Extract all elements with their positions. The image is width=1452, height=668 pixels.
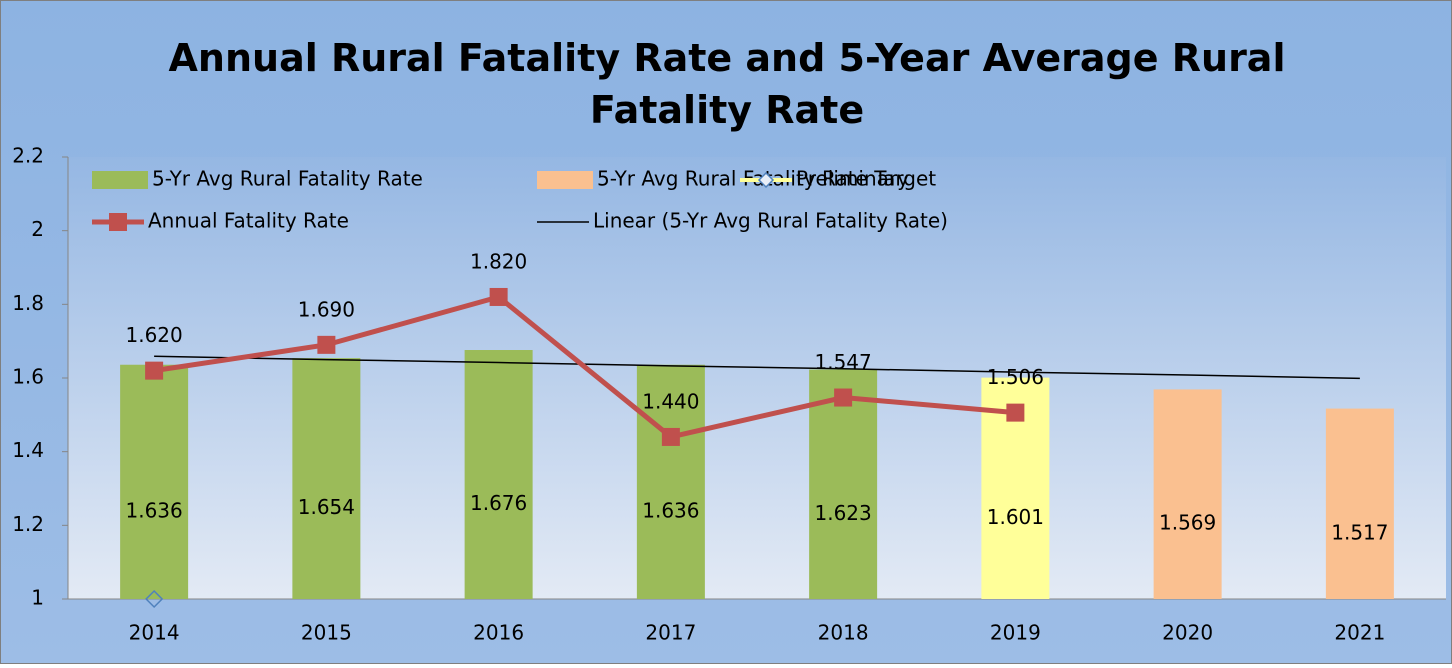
line <box>153 294 1016 440</box>
marker <box>317 335 336 354</box>
legend-marker <box>109 213 127 231</box>
data-label: 1.506 <box>987 365 1044 389</box>
bar <box>292 358 361 599</box>
bar <box>809 369 878 599</box>
legend-swatch <box>92 171 148 189</box>
y-tick-label: 2.2 <box>12 144 44 168</box>
legend-marker <box>757 171 775 189</box>
data-label: 1.601 <box>987 505 1044 529</box>
trend-line <box>154 355 1360 380</box>
data-label: 1.636 <box>125 498 182 522</box>
legend-swatch <box>537 171 593 189</box>
marker <box>489 287 508 306</box>
bar <box>120 364 189 599</box>
legend-label: Linear (5-Yr Avg Rural Fatality Rate) <box>593 209 948 233</box>
legend-label: Preliminary <box>796 167 909 191</box>
bar <box>464 350 533 599</box>
data-label: 1.636 <box>642 498 699 522</box>
data-label: 1.620 <box>125 323 182 347</box>
data-label: 1.820 <box>470 249 527 273</box>
x-tick-label: 2019 <box>990 621 1041 645</box>
data-label: 1.440 <box>642 389 699 413</box>
bar <box>636 364 705 599</box>
legend-label: Annual Fatality Rate <box>148 209 349 233</box>
x-tick-label: 2021 <box>1334 621 1385 645</box>
x-tick-label: 2020 <box>1162 621 1213 645</box>
marker <box>145 361 164 380</box>
marker <box>1006 403 1025 422</box>
chart-title: Annual Rural Fatality Rate and 5-Year Av… <box>169 36 1286 132</box>
y-tick-label: 1.2 <box>12 512 44 536</box>
data-label: 1.623 <box>814 501 871 525</box>
y-tick-label: 1.4 <box>12 438 44 462</box>
y-tick-label: 1.6 <box>12 365 44 389</box>
marker <box>661 427 680 446</box>
data-label: 1.690 <box>298 297 355 321</box>
x-tick-label: 2017 <box>645 621 696 645</box>
data-label: 1.517 <box>1331 520 1388 544</box>
x-tick-label: 2014 <box>129 621 180 645</box>
x-tick-label: 2016 <box>473 621 524 645</box>
bar <box>1325 408 1394 599</box>
y-tick-label: 1 <box>31 586 44 610</box>
marker <box>145 589 164 609</box>
x-tick-label: 2015 <box>301 621 352 645</box>
y-tick-label: 1.8 <box>12 291 44 315</box>
y-tick-label: 2 <box>31 217 44 241</box>
legend-label: 5-Yr Avg Rural Fatality Rate <box>152 167 423 191</box>
bar <box>1153 389 1222 599</box>
data-label: 1.676 <box>470 491 527 515</box>
data-label: 1.569 <box>1159 511 1216 535</box>
data-label: 1.654 <box>298 495 355 519</box>
data-label: 1.547 <box>814 350 871 374</box>
x-tick-label: 2018 <box>818 621 869 645</box>
marker <box>834 388 853 407</box>
